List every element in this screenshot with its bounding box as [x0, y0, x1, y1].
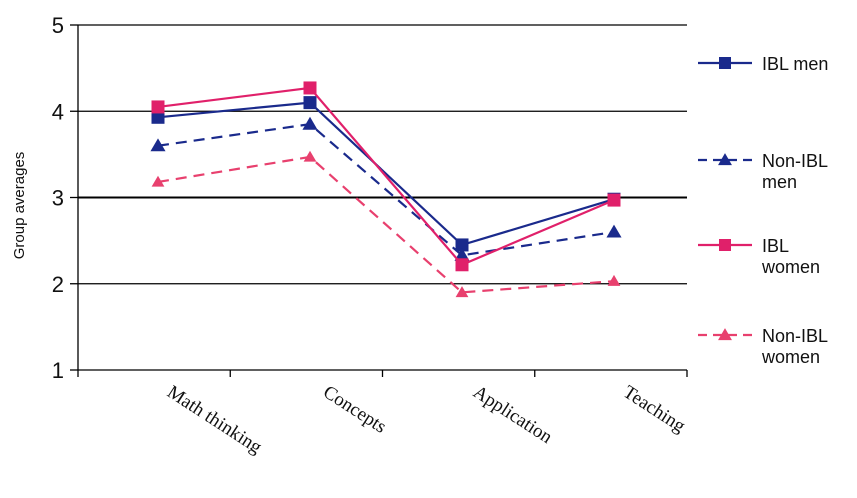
- data-point: [151, 175, 165, 187]
- data-point: [606, 224, 622, 238]
- y-tick-label: 1: [52, 358, 64, 383]
- y-tick-label: 3: [52, 186, 64, 211]
- series-layer: [150, 81, 622, 298]
- series-line: [157, 101, 615, 247]
- y-tick-label: 5: [52, 13, 64, 38]
- data-point: [303, 150, 317, 162]
- legend-label: men: [762, 172, 797, 192]
- x-category-label: Math thinking: [163, 382, 266, 459]
- data-point: [455, 258, 469, 272]
- x-category-label: Application: [469, 382, 556, 449]
- data-point: [607, 193, 621, 207]
- data-point: [151, 100, 165, 114]
- series-line: [157, 155, 615, 294]
- legend-marker: [719, 57, 731, 69]
- legend-label: Non-IBL: [762, 151, 828, 171]
- data-point: [303, 96, 317, 110]
- series-line: [157, 86, 615, 267]
- legend-marker: [718, 328, 732, 341]
- series-non-ibl-men: [150, 116, 622, 261]
- y-tick-label: 2: [52, 272, 64, 297]
- legend-label: IBL men: [762, 54, 828, 74]
- series-ibl-women: [151, 81, 621, 272]
- data-point: [303, 81, 317, 95]
- legend-label: IBL: [762, 236, 789, 256]
- data-point: [454, 247, 470, 261]
- data-point: [302, 116, 318, 130]
- y-tick-label: 4: [52, 99, 64, 124]
- legend-label: women: [761, 257, 820, 277]
- axes: 1 2 3 4 5 Math thinking Concepts Application Tea…: [11, 13, 689, 458]
- data-point: [150, 138, 166, 152]
- legend-item: IBL men: [698, 54, 828, 74]
- series-non-ibl-women: [151, 150, 621, 298]
- x-category-label: Teaching: [619, 382, 689, 438]
- legend-label: Non-IBL: [762, 326, 828, 346]
- legend-marker: [718, 153, 732, 166]
- gridlines: [78, 24, 687, 285]
- legend-label: women: [761, 347, 820, 367]
- x-category-label: Concepts: [319, 382, 390, 438]
- data-point: [607, 274, 621, 286]
- y-axis-title: Group averages: [11, 152, 28, 260]
- series-line: [157, 123, 615, 257]
- data-point: [455, 286, 469, 298]
- legend-marker: [719, 239, 731, 251]
